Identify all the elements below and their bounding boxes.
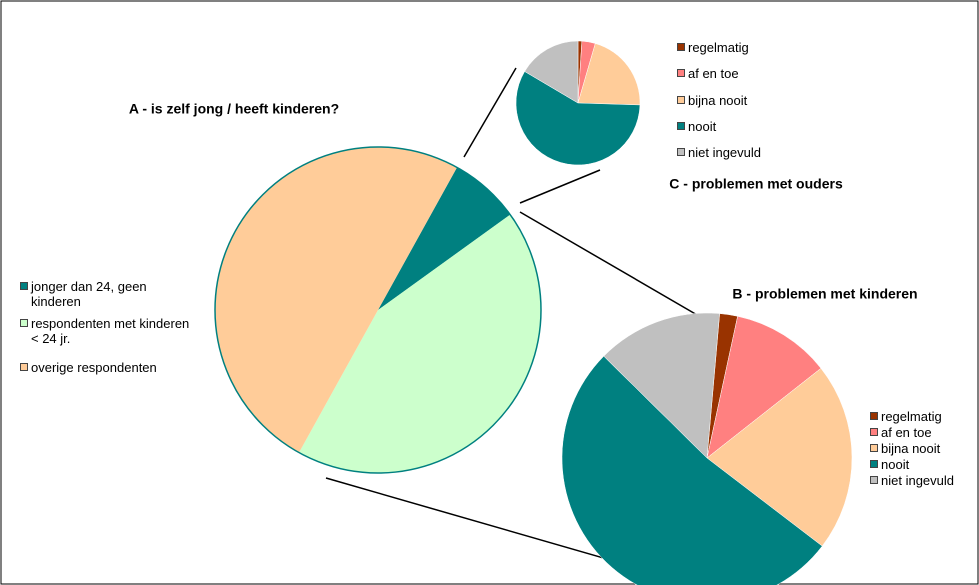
pie-slice (378, 167, 511, 310)
legend-item: nooit (677, 119, 852, 134)
pie-slice (706, 315, 822, 459)
legend-item: niet ingevuld (870, 473, 979, 488)
legend-item: af en toe (677, 66, 852, 81)
legend-swatch (870, 428, 878, 436)
legend-label: af en toe (881, 425, 932, 440)
legend-label: nooit (688, 119, 717, 134)
legend-item: respondenten met kinderen < 24 jr. (20, 316, 195, 346)
legend-item: af en toe (870, 425, 979, 440)
legend-swatch (20, 319, 28, 327)
legend-swatch (20, 363, 28, 371)
pie-slice (215, 147, 458, 453)
legend-swatch (677, 96, 685, 104)
legend-swatch (870, 476, 878, 484)
connector-lines (325, 67, 724, 573)
legend-swatch (677, 43, 685, 51)
legend-swatch (20, 282, 28, 290)
pie-slice (577, 43, 641, 106)
legend-label: overige respondenten (31, 360, 157, 375)
pie-slice (524, 40, 579, 104)
legend-item: regelmatig (677, 40, 852, 55)
pie-slice (706, 367, 853, 547)
legend-swatch (677, 122, 685, 130)
pie-slice (298, 214, 541, 473)
legend-item: nooit (870, 457, 979, 472)
legend-swatch (870, 412, 878, 420)
chart-title: B - problemen met kinderen (732, 286, 917, 302)
legend-item: niet ingevuld (677, 145, 852, 160)
pie-slice (603, 312, 720, 459)
legend-label: regelmatig (688, 40, 749, 55)
legend-swatch (677, 148, 685, 156)
legend-label: nooit (881, 457, 910, 472)
legend-swatch (870, 444, 878, 452)
legend-label: respondenten met kinderen < 24 jr. (31, 316, 190, 346)
legend-item: bijna nooit (677, 93, 852, 108)
legend-item: jonger dan 24, geen kinderen (20, 279, 195, 309)
pie-slice (515, 71, 641, 166)
legend-item: regelmatig (870, 409, 979, 424)
legend-label: jonger dan 24, geen kinderen (31, 279, 147, 309)
pie-outline (214, 146, 542, 474)
legend-label: bijna nooit (881, 441, 941, 456)
legend-label: regelmatig (881, 409, 942, 424)
pie-slice (561, 355, 823, 585)
legend-label: niet ingevuld (881, 473, 954, 488)
legend-label: af en toe (688, 66, 739, 81)
legend-label: bijna nooit (688, 93, 748, 108)
legend-swatch (677, 69, 685, 77)
legend-label: niet ingevuld (688, 145, 761, 160)
legend-swatch (870, 460, 878, 468)
legend-item: bijna nooit (870, 441, 979, 456)
chart-title: C - problemen met ouders (669, 176, 843, 192)
legend-item: overige respondenten (20, 360, 195, 375)
chart-title: A - is zelf jong / heeft kinderen? (129, 101, 339, 117)
